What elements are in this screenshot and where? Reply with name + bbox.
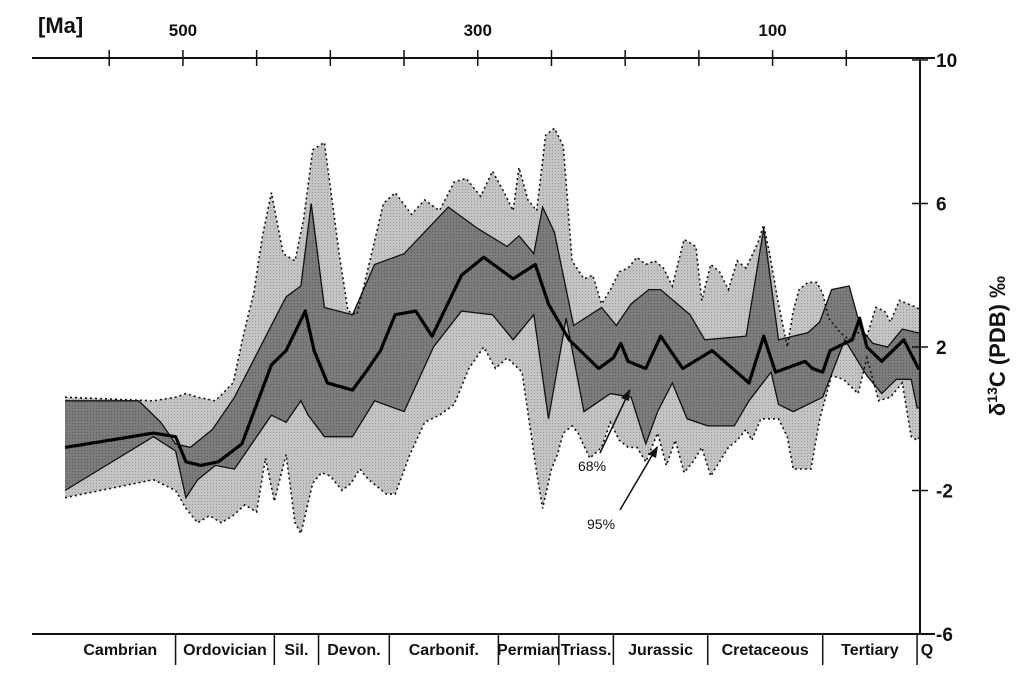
- annotation-68-label: 68%: [578, 458, 606, 474]
- band-68-upper-line: [65, 203, 920, 449]
- band-95-lower-line: [64, 345, 921, 536]
- period-label: Sil.: [284, 642, 308, 659]
- period-label: Jurassic: [628, 642, 693, 659]
- right-axis-ticks: 10 6 2 -2 -6: [912, 51, 957, 646]
- annotations: 68% 95%: [578, 389, 658, 532]
- annotation-95-arrowhead: [648, 446, 658, 458]
- top-axis-ticks: 500 300 100: [108, 21, 848, 66]
- top-tick-label: 500: [169, 21, 197, 40]
- y-tick-label: -6: [936, 625, 953, 646]
- period-label: Ordovician: [183, 642, 267, 659]
- band-95-area: [65, 128, 920, 534]
- mean-curve: [64, 255, 921, 467]
- period-label: Triass.: [561, 642, 612, 659]
- annotation-95-label: 95%: [587, 516, 615, 532]
- y-axis-label-rest: C (PDB) ‰: [985, 276, 1010, 387]
- period-label: Devon.: [327, 642, 380, 659]
- top-tick-label: 300: [464, 21, 492, 40]
- top-axis-unit-label: [Ma]: [38, 13, 83, 38]
- y-tick-label: 10: [936, 51, 957, 72]
- band-68-area: [65, 203, 920, 498]
- period-label: Permian: [497, 642, 560, 659]
- annotation-68-arrowhead: [621, 389, 630, 401]
- period-label: Cambrian: [83, 642, 157, 659]
- y-tick-label: 2: [936, 338, 947, 359]
- y-axis-label-sup: 13: [984, 387, 1000, 403]
- y-axis-label: δ13C (PDB) ‰: [984, 276, 1010, 416]
- y-tick-label: -2: [936, 482, 953, 503]
- period-label: Cretaceous: [722, 642, 809, 659]
- band-95-upper-line: [64, 126, 921, 402]
- period-label: Q: [921, 642, 933, 659]
- confidence-bands: [64, 126, 921, 536]
- y-tick-label: 6: [936, 195, 947, 216]
- annotation-95-arrow: [619, 446, 658, 511]
- y-axis-label-delta: δ: [985, 403, 1010, 416]
- annotation-68-arrow: [599, 389, 631, 454]
- period-label: Tertiary: [841, 642, 899, 659]
- band-68-lower-line: [64, 310, 920, 500]
- period-labels: Cambrian Ordovician Sil. Devon. Carbonif. Per…: [83, 634, 933, 665]
- period-label: Carbonif.: [409, 642, 479, 659]
- top-tick-label: 100: [758, 21, 786, 40]
